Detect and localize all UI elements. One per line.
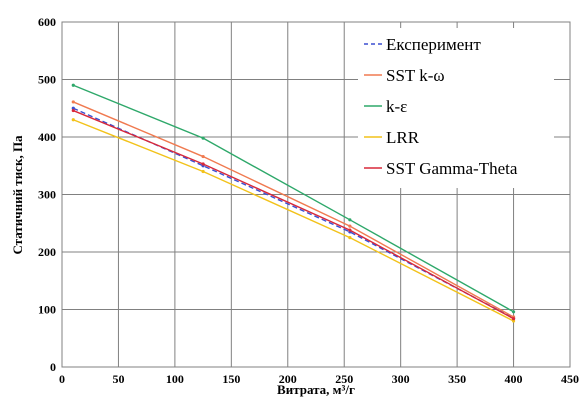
y-tick-label: 500 (38, 73, 56, 87)
y-tick-label: 0 (50, 360, 56, 374)
x-tick-label: 100 (166, 372, 184, 386)
y-tick-label: 600 (38, 15, 56, 29)
y-axis-title: Статичний тиск, Па (10, 135, 25, 255)
series-line (73, 119, 514, 322)
y-tick-label: 300 (38, 188, 56, 202)
series-point (71, 106, 75, 110)
legend-label: k-ε (386, 97, 407, 116)
series-line (73, 101, 514, 318)
tick-labels: 0 50 100 150 200 250 300 350 400 450 0 100 200 300 400… (38, 15, 579, 386)
series-line (73, 84, 514, 313)
x-tick-label: 50 (112, 372, 124, 386)
series-point (511, 317, 516, 321)
series-point (71, 118, 75, 122)
legend-label: SST k-ω (386, 66, 445, 85)
series-line (73, 109, 514, 320)
x-tick-label: 300 (392, 372, 410, 386)
series-point (511, 310, 516, 314)
series-point (71, 83, 75, 87)
series-point (348, 224, 352, 228)
x-axis-title: Витрата, м³/г (277, 382, 355, 397)
series-point (348, 218, 352, 222)
series-point (71, 100, 75, 104)
legend-label: SST Gamma-Theta (386, 159, 518, 178)
series-point (348, 236, 352, 240)
series-point (348, 228, 352, 232)
series-point (201, 169, 205, 174)
x-tick-label: 150 (222, 372, 240, 386)
series-point (201, 162, 205, 166)
x-tick-label: 250 (335, 372, 353, 386)
series-point (201, 136, 205, 140)
x-tick-label: 400 (505, 372, 523, 386)
series-point (71, 108, 75, 113)
series-point (511, 319, 516, 323)
legend-label: Експеримент (386, 35, 481, 54)
legend: Експеримент SST k-ω k-ε LRR SST Gamma-Theta (358, 28, 554, 188)
series-layer (71, 83, 516, 323)
y-tick-label: 400 (38, 130, 56, 144)
x-tick-label: 450 (561, 372, 579, 386)
x-tick-label: 0 (59, 372, 65, 386)
y-tick-label: 200 (38, 245, 56, 259)
series-point (201, 154, 205, 159)
x-tick-label: 200 (279, 372, 297, 386)
legend-box (358, 28, 554, 188)
y-tick-label: 100 (38, 303, 56, 317)
legend-label: LRR (386, 128, 420, 147)
x-tick-label: 350 (448, 372, 466, 386)
